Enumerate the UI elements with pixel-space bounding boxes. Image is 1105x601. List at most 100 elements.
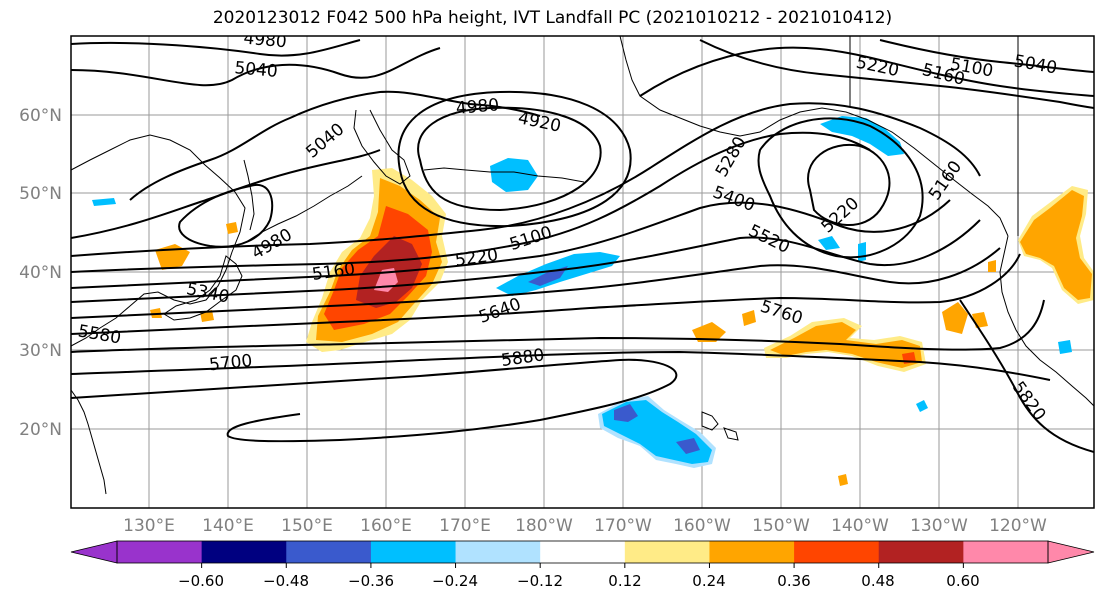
ivt-negative-region	[614, 404, 638, 422]
contour-line	[71, 39, 361, 57]
longitude-label: 180°W	[515, 516, 573, 536]
longitude-label: 160°W	[673, 516, 731, 536]
colorbar-swatch	[709, 541, 795, 563]
contour-label: 5700	[208, 351, 253, 375]
contour-line	[807, 143, 891, 226]
colorbar-swatch	[624, 541, 710, 563]
map-frame	[70, 35, 1095, 509]
contour-line	[699, 39, 1094, 109]
contour-line	[71, 131, 871, 273]
longitude-label: 120°W	[989, 516, 1047, 536]
coastline-kamchatka	[353, 109, 411, 185]
contour-line	[959, 299, 1094, 453]
longitude-label: 170°W	[594, 516, 652, 536]
colorbar-extend-max	[1047, 540, 1095, 564]
contour-line	[71, 358, 678, 443]
colorbar-tick-labels: −0.60 −0.48 −0.36 −0.24 −0.12 0.12 0.24 …	[178, 572, 980, 590]
contour-label: 4980	[455, 95, 500, 119]
ivt-negative-region	[818, 236, 840, 250]
coastline-aleutians	[423, 167, 585, 183]
ivt-positive-region	[742, 310, 756, 326]
contour-label: 4980	[243, 29, 288, 53]
coastline-japan	[163, 255, 243, 321]
colorbar-swatch	[117, 541, 203, 563]
coastline-asia	[71, 134, 246, 347]
contour-line	[71, 299, 1045, 353]
colorbar-swatch	[370, 541, 457, 563]
ivt-negative-region	[858, 242, 866, 262]
contour-label: 5040	[234, 58, 279, 82]
ivt-positive-region	[692, 322, 726, 342]
colorbar-swatch	[540, 541, 626, 563]
colorbar-swatch	[794, 541, 880, 563]
colorbar-swatch	[963, 541, 1049, 563]
coastline-alaska	[619, 36, 1009, 237]
contour-line	[879, 39, 1094, 73]
contour-line	[397, 90, 632, 228]
colorbar-swatch	[455, 541, 541, 563]
ivt-negative-region	[820, 116, 904, 156]
contour-line	[71, 102, 981, 257]
longitude-labels: 130°E 140°E 150°E 160°E 170°E 180°W 170°…	[123, 516, 1047, 536]
contour-line	[129, 90, 541, 201]
colorbar	[70, 540, 1095, 568]
latitude-label: 40°N	[19, 263, 62, 283]
ivt-positive-region	[226, 222, 238, 234]
contour-line	[71, 149, 381, 239]
colorbar-tick-label: −0.36	[348, 572, 394, 590]
longitude-label: 150°E	[281, 516, 333, 536]
colorbar-outline	[116, 540, 1049, 564]
latitude-label: 30°N	[19, 341, 62, 361]
longitude-label: 160°E	[360, 516, 412, 536]
longitude-label: 140°E	[202, 516, 254, 536]
coastline-philippines	[71, 389, 107, 495]
ivt-positive-region	[838, 474, 848, 486]
contour-line	[71, 219, 981, 303]
ivt-negative-region	[1058, 340, 1072, 354]
ivt-negative-region	[92, 198, 116, 206]
colorbar-swatch	[878, 541, 964, 563]
colorbar-tick-label: −0.24	[432, 572, 478, 590]
contour-line	[757, 117, 924, 259]
height-contours	[71, 39, 1094, 453]
contour-line	[417, 106, 602, 212]
latitude-labels: 60°N 50°N 40°N 30°N 20°N	[19, 106, 62, 440]
contour-line	[71, 350, 1051, 381]
coastline-hawaii	[701, 411, 739, 441]
colorbar-swatch	[201, 541, 287, 563]
longitude-label: 130°W	[910, 516, 968, 536]
colorbar-tick-label: −0.48	[263, 572, 309, 590]
coastline-sakhalin	[243, 159, 255, 231]
colorbar-tick-label: 0.48	[861, 572, 894, 590]
contour-line	[71, 199, 951, 289]
ivt-positive-region	[988, 260, 996, 272]
ivt-negative-region	[916, 400, 928, 412]
longitude-label: 130°E	[123, 516, 175, 536]
coastline-kurils	[245, 175, 363, 243]
contour-line	[71, 247, 1001, 319]
colorbar-tick-label: −0.12	[517, 572, 563, 590]
colorbar-swatch	[286, 541, 372, 563]
latitude-label: 60°N	[19, 106, 62, 126]
ivt-positive-region	[942, 302, 968, 334]
map-title: 2020123012 F042 500 hPa height, IVT Land…	[212, 8, 893, 28]
ivt-negative-region	[676, 438, 700, 454]
longitude-label: 150°W	[752, 516, 810, 536]
latitude-label: 20°N	[19, 420, 62, 440]
colorbar-extend-min	[70, 540, 118, 564]
colorbar-tick-label: 0.24	[692, 572, 725, 590]
latitude-label: 50°N	[19, 184, 62, 204]
colorbar-tick-label: 0.60	[946, 572, 979, 590]
ivt-negative-region	[490, 158, 538, 192]
colorbar-tick-label: 0.12	[608, 572, 641, 590]
colorbar-tick-label: −0.60	[178, 572, 224, 590]
longitude-label: 170°E	[439, 516, 491, 536]
longitude-label: 140°W	[831, 516, 889, 536]
colorbar-tick-label: 0.36	[777, 572, 810, 590]
contour-line	[639, 46, 1094, 97]
contour-line	[71, 47, 441, 87]
coastlines	[71, 36, 1094, 495]
ivt-positive-region	[1020, 190, 1092, 300]
contour-line	[71, 253, 1021, 335]
